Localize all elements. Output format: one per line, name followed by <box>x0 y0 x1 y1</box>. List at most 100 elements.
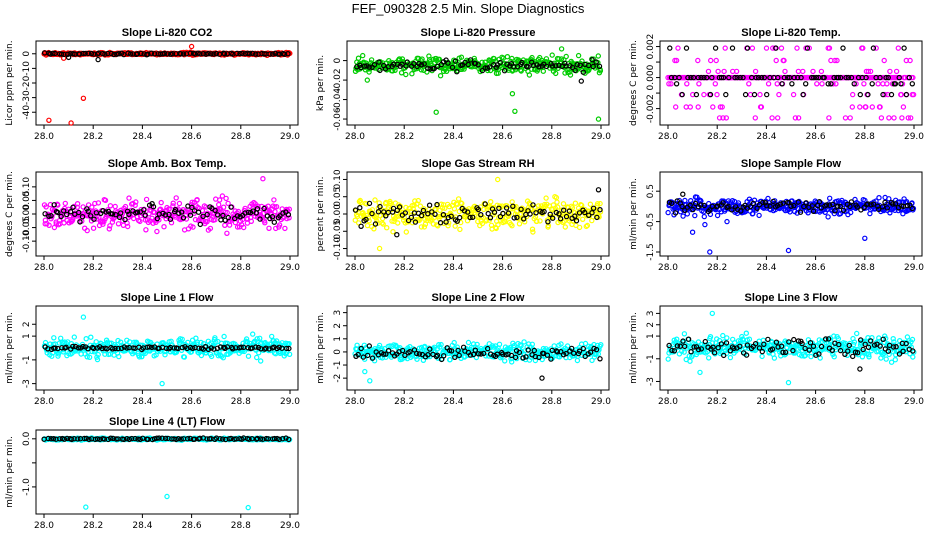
data-point <box>266 225 272 231</box>
data-point <box>83 504 89 510</box>
data-point <box>437 219 444 226</box>
data-points <box>41 435 293 511</box>
y-tick-label: -0.10 <box>333 237 343 261</box>
data-point <box>88 50 95 57</box>
data-point <box>150 203 157 210</box>
data-point <box>465 339 472 346</box>
data-point <box>285 211 292 218</box>
x-tick-label: 29.0 <box>591 132 611 142</box>
data-point <box>692 200 699 207</box>
data-point <box>91 216 97 222</box>
data-point <box>395 220 401 226</box>
data-point <box>63 211 70 218</box>
data-point <box>364 201 370 207</box>
data-point <box>478 211 484 218</box>
data-point <box>555 204 561 210</box>
data-point <box>189 199 195 205</box>
data-point <box>714 91 720 98</box>
data-point <box>759 353 765 360</box>
data-point <box>58 213 64 220</box>
data-point <box>707 91 714 98</box>
x-tick-label: 28.4 <box>132 132 152 142</box>
data-point <box>885 74 892 81</box>
data-point <box>48 212 54 219</box>
data-point <box>597 356 603 362</box>
data-point <box>573 217 580 224</box>
y-axis-label: ml/min per min. <box>5 436 15 508</box>
data-point <box>883 74 889 81</box>
data-point <box>589 209 595 216</box>
data-point <box>125 50 131 56</box>
data-point <box>840 45 846 51</box>
data-point <box>569 204 576 211</box>
y-axis-label: ml/min per min. <box>629 178 639 250</box>
data-point <box>448 213 454 219</box>
data-point <box>833 81 839 87</box>
y-tick-label: 3 <box>646 311 656 317</box>
data-point <box>357 204 363 211</box>
data-point <box>692 212 698 219</box>
data-point <box>361 63 368 69</box>
data-point <box>901 45 907 51</box>
data-point <box>71 334 78 340</box>
data-point <box>180 215 187 221</box>
data-point <box>857 104 863 110</box>
x-tick-label: 29.0 <box>591 263 611 273</box>
x-tick-label: 28.6 <box>493 397 513 407</box>
data-point <box>575 52 582 59</box>
data-point <box>724 218 730 225</box>
data-point <box>572 213 578 219</box>
data-point <box>685 74 691 81</box>
data-point <box>698 74 704 81</box>
data-point <box>765 336 771 343</box>
data-point <box>80 95 87 102</box>
data-point <box>505 210 512 216</box>
data-point <box>433 109 439 115</box>
data-point <box>50 50 56 57</box>
data-point <box>706 355 712 361</box>
y-tick-label: 2 <box>333 323 343 329</box>
data-point <box>225 214 231 221</box>
data-point <box>371 61 378 68</box>
data-point <box>415 197 421 204</box>
data-point <box>445 60 451 66</box>
data-point <box>51 335 57 341</box>
data-point <box>723 115 730 121</box>
data-point <box>458 54 465 60</box>
x-tick-label: 28.8 <box>542 132 562 142</box>
data-point <box>62 200 69 207</box>
data-point <box>249 331 256 337</box>
data-point <box>596 63 603 70</box>
x-tick-label: 28.2 <box>394 263 414 273</box>
data-point <box>85 208 91 214</box>
data-point <box>396 204 403 210</box>
data-point <box>367 378 373 384</box>
data-point <box>900 104 907 110</box>
data-point <box>798 74 804 81</box>
data-point <box>516 221 523 227</box>
y-tick-label: -1.5 <box>646 243 656 261</box>
y-tick-label: 0.0 <box>22 431 32 446</box>
x-tick-label: 28.6 <box>493 263 513 273</box>
data-point <box>720 200 726 206</box>
data-point <box>518 206 524 212</box>
data-point <box>853 81 859 87</box>
x-tick-label: 28.2 <box>83 397 103 407</box>
x-tick-label: 28.2 <box>394 397 414 407</box>
data-point <box>899 115 905 121</box>
data-point <box>821 74 827 81</box>
data-point <box>720 74 727 81</box>
data-point <box>747 203 754 210</box>
data-point <box>910 91 917 98</box>
y-tick-label: -1.0 <box>22 478 32 496</box>
data-point <box>789 74 796 81</box>
y-tick-label: -3 <box>22 379 32 388</box>
data-point <box>496 205 502 211</box>
y-tick-label: 0.000 <box>646 64 656 90</box>
data-point <box>232 219 239 226</box>
data-point <box>245 353 252 359</box>
data-point <box>910 354 916 360</box>
data-point <box>560 201 567 207</box>
